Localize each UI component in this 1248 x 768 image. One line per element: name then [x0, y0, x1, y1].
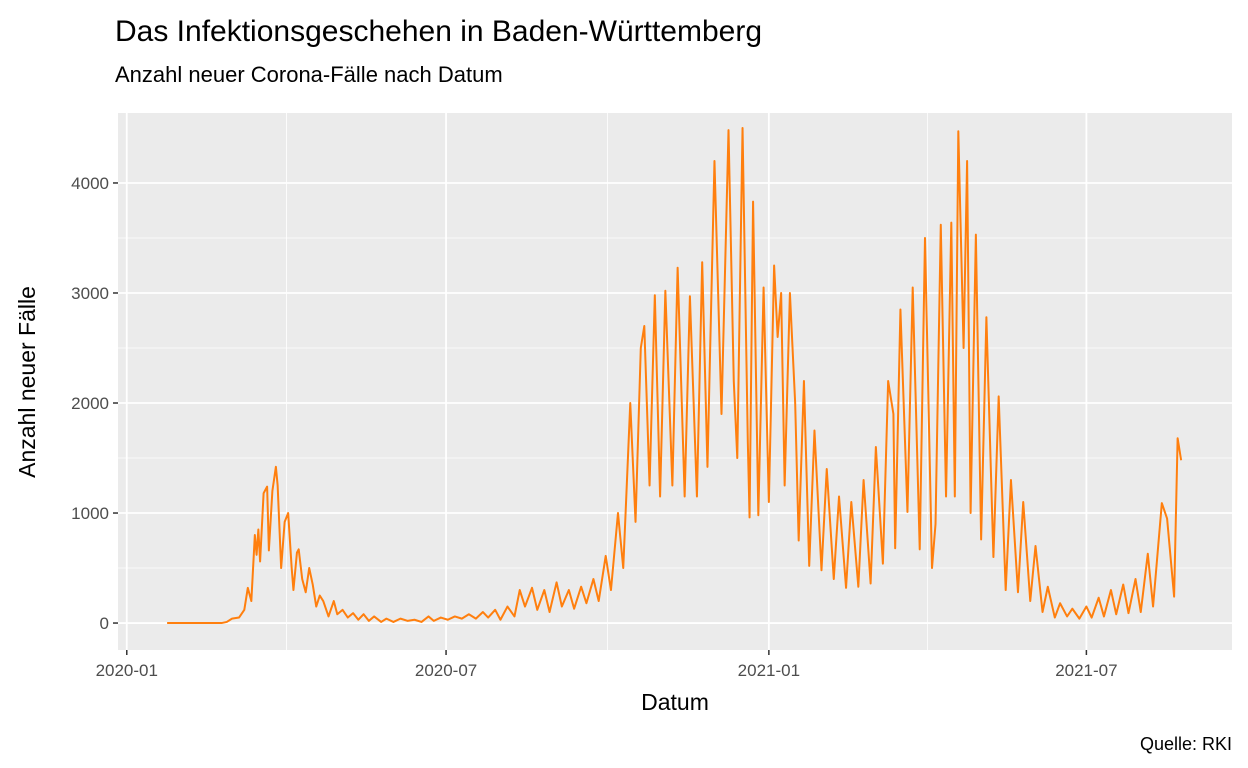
y-tick-label: 4000 — [71, 174, 109, 193]
chart-subtitle: Anzahl neuer Corona-Fälle nach Datum — [115, 62, 503, 87]
y-axis-title: Anzahl neuer Fälle — [14, 286, 40, 478]
marks — [167, 126, 1183, 625]
chart-title: Das Infektionsgeschehen in Baden-Württem… — [115, 15, 762, 48]
y-tick-label: 1000 — [71, 504, 109, 523]
x-tick-label: 2020-01 — [96, 661, 158, 680]
data-line — [167, 126, 1183, 625]
x-tick-label: 2021-07 — [1055, 661, 1117, 680]
y-tick-label: 2000 — [71, 394, 109, 413]
caption: Quelle: RKI — [1140, 734, 1232, 754]
y-tick-label: 0 — [100, 614, 109, 633]
y-tick-label: 3000 — [71, 284, 109, 303]
x-tick-label: 2021-01 — [738, 661, 800, 680]
x-tick-label: 2020-07 — [415, 661, 477, 680]
x-axis-title: Datum — [641, 689, 709, 715]
